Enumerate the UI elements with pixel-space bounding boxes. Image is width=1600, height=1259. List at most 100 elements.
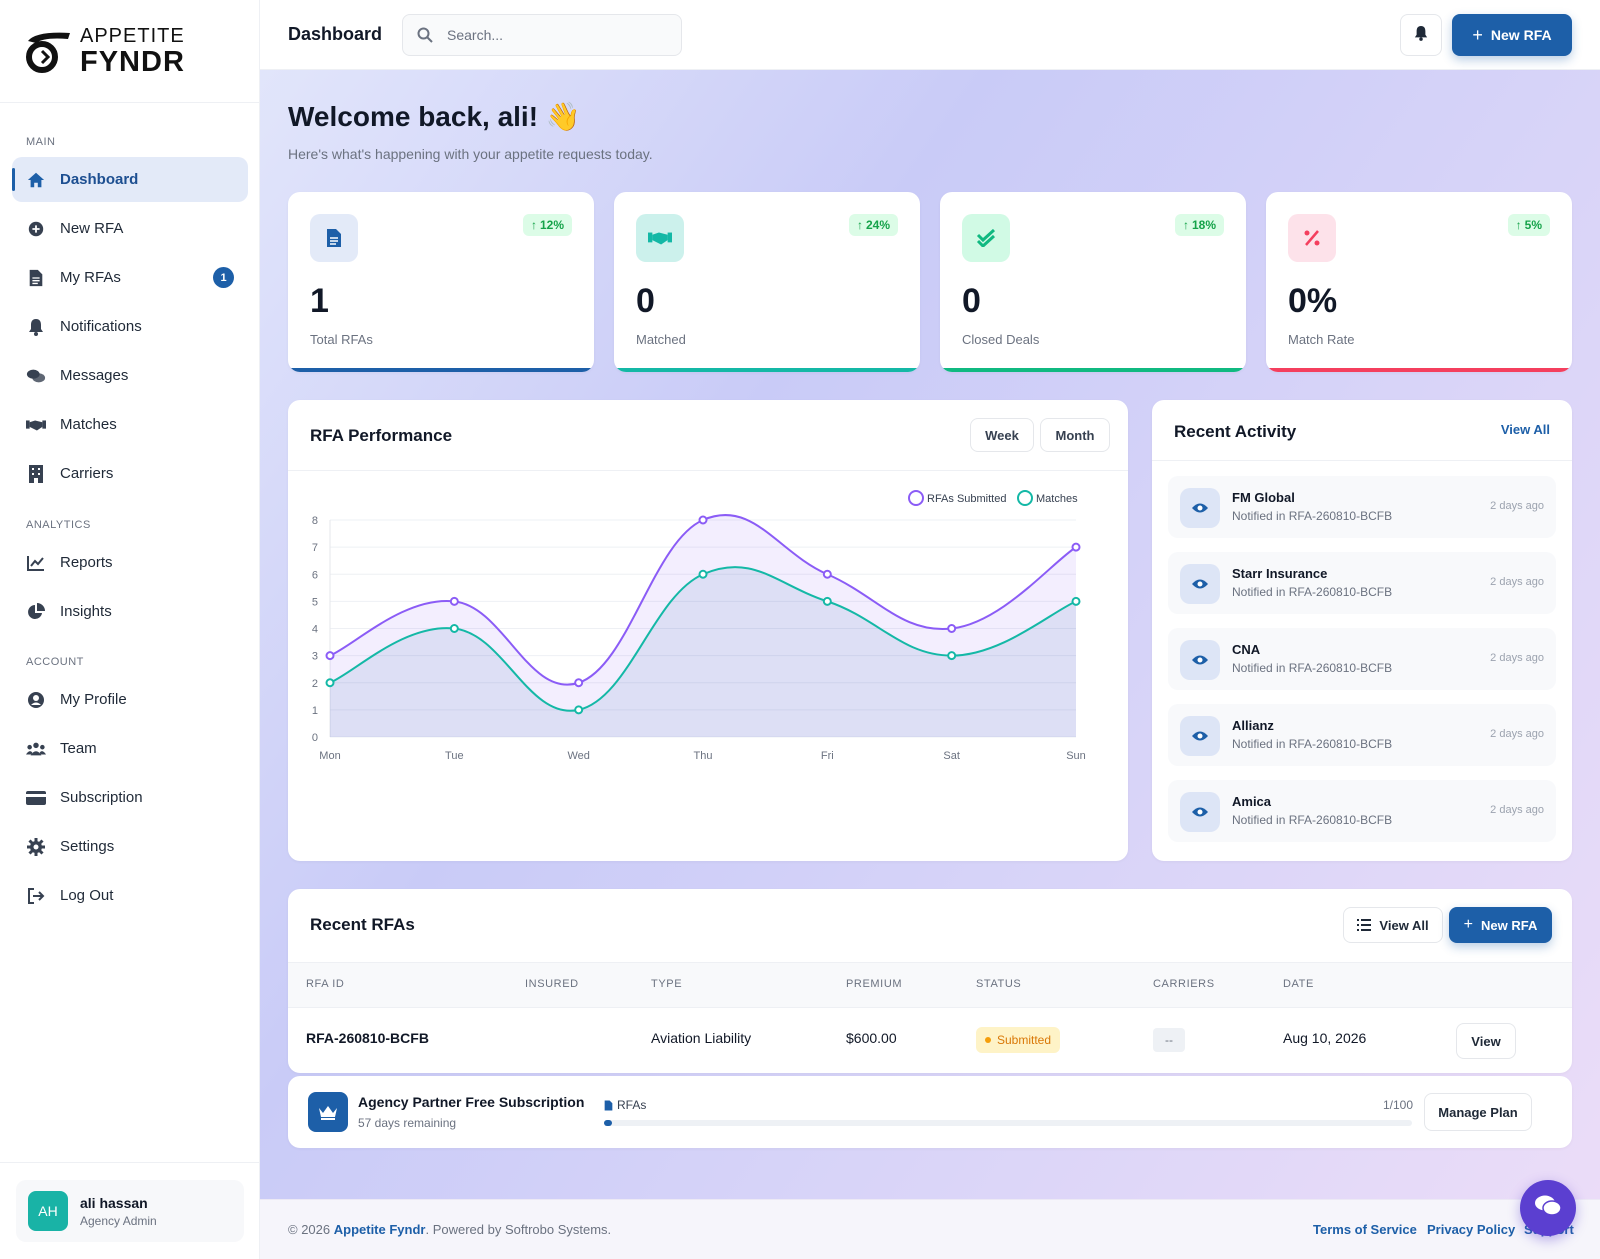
week-toggle-button[interactable]: Week [970,418,1034,452]
stat-card-closed-deals: ↑ 18% 0 Closed Deals [940,192,1246,372]
users-icon [26,739,46,759]
activity-item[interactable]: Amica Notified in RFA-260810-BCFB 2 days… [1168,780,1556,842]
activity-carrier: CNA [1232,642,1261,657]
activity-item[interactable]: Allianz Notified in RFA-260810-BCFB 2 da… [1168,704,1556,766]
legend-marker [1017,490,1033,506]
view-all-activity-link[interactable]: View All [1500,422,1550,437]
data-point [325,678,335,688]
sidebar-item-dashboard[interactable]: Dashboard [12,157,248,202]
logo-mark-icon [22,27,72,75]
activity-item[interactable]: Starr Insurance Notified in RFA-260810-B… [1168,552,1556,614]
view-all-rfas-button[interactable]: View All [1343,907,1443,943]
rfa-count-badge: 1 [213,267,234,288]
sidebar-item-label: Carriers [60,465,114,482]
footer: © 2026 Appetite Fyndr. Powered by Softro… [260,1199,1600,1259]
sidebar-item-label: Matches [60,416,117,433]
trend-badge: ↑ 5% [1507,214,1550,236]
section-analytics: ANALYTICS [26,519,91,531]
sidebar-item-my-profile[interactable]: My Profile [12,677,248,722]
stat-value: 0 [962,282,981,320]
new-rfa-label: New RFA [1481,917,1538,933]
sidebar-item-my-rfas[interactable]: My RFAs 1 [12,255,248,300]
sidebar-item-matches[interactable]: Matches [12,402,248,447]
sidebar-item-reports[interactable]: Reports [12,540,248,585]
divider [288,470,1128,471]
brand-link[interactable]: Appetite Fyndr [333,1222,426,1237]
plus-icon: + [1472,24,1483,45]
file-icon [604,1100,613,1111]
trend-value: 24% [865,218,890,232]
privacy-link[interactable]: Privacy Policy [1427,1222,1516,1237]
handshake-icon [636,214,684,262]
usage-count: 1/100 [1382,1098,1413,1112]
sidebar-item-subscription[interactable]: Subscription [12,775,248,820]
sidebar-item-label: Log Out [60,887,114,904]
activity-item[interactable]: CNA Notified in RFA-260810-BCFB 2 days a… [1168,628,1556,690]
sidebar-item-settings[interactable]: Settings [12,824,248,869]
user-role: Agency Admin [80,1213,157,1228]
eye-icon [1180,488,1220,528]
sidebar-item-log-out[interactable]: Log Out [12,873,248,918]
main-content: Dashboard Search... + New RFA Welcome ba… [260,0,1600,1259]
notifications-button[interactable] [1400,14,1442,56]
sidebar-item-insights[interactable]: Insights [12,589,248,634]
data-point [449,596,459,606]
new-rfa-button[interactable]: + New RFA [1452,14,1572,56]
stat-card-total-rfas: ↑ 12% 1 Total RFAs [288,192,594,372]
carriers-cell: -- [1153,1028,1185,1052]
sidebar-item-label: Insights [60,603,112,620]
search-input[interactable]: Search... [402,14,682,56]
activity-time: 2 days ago [1490,652,1544,664]
chat-button[interactable] [1520,1180,1576,1236]
stat-card-matched: ↑ 24% 0 Matched [614,192,920,372]
document-icon [310,214,358,262]
month-toggle-button[interactable]: Month [1040,418,1110,452]
activity-detail: Notified in RFA-260810-BCFB [1232,585,1393,599]
list-icon [1357,919,1372,931]
sidebar-item-notifications[interactable]: Notifications [12,304,248,349]
activity-carrier: Amica [1232,794,1272,809]
y-tick-label: 4 [312,624,318,636]
y-tick-label: 1 [312,705,318,717]
activity-detail: Notified in RFA-260810-BCFB [1232,661,1393,675]
terms-link[interactable]: Terms of Service [1313,1222,1417,1237]
brand-logo[interactable]: APPETITE FYNDR [0,0,259,103]
y-tick-label: 0 [312,732,318,744]
sidebar-item-carriers[interactable]: Carriers [12,451,248,496]
trend-badge: ↑ 12% [522,214,572,236]
date-cell: Aug 10, 2026 [1283,1030,1367,1046]
copyright: © 2026 Appetite Fyndr. Powered by Softro… [288,1222,611,1237]
sidebar-item-messages[interactable]: Messages [12,353,248,398]
building-icon [26,464,46,484]
welcome-title: Welcome back, ali! 👋 [288,101,581,132]
manage-plan-button[interactable]: Manage Plan [1424,1093,1532,1131]
activity-time: 2 days ago [1490,500,1544,512]
double-check-icon [962,214,1010,262]
sidebar-item-label: Messages [60,367,129,384]
activity-detail: Notified in RFA-260810-BCFB [1232,813,1393,827]
sidebar-item-new-rfa[interactable]: New RFA [12,206,248,251]
column-header: RFA ID [306,978,345,990]
arrow-up-icon: ↑ [1182,218,1189,232]
user-card[interactable]: AH ali hassan Agency Admin [16,1180,244,1242]
column-header: CARRIERS [1153,978,1215,990]
data-point [449,624,459,633]
stat-value: 0 [636,282,655,320]
x-tick-label: Sun [1066,750,1086,762]
activity-carrier: Starr Insurance [1232,566,1328,581]
activity-item[interactable]: FM Global Notified in RFA-260810-BCFB 2 … [1168,476,1556,538]
data-point [1071,542,1081,552]
arrow-up-icon: ↑ [1515,218,1522,232]
data-point [698,515,708,525]
stat-card-match-rate: ↑ 5% 0% Match Rate [1266,192,1572,372]
stat-value: 1 [310,282,329,320]
rfa-id-cell[interactable]: RFA-260810-BCFB [306,1030,429,1046]
rfa-performance-card: RFA Performance Week Month 0 1 2 3 4 5 6 7 8 Mon T… [288,400,1128,861]
file-icon [26,268,46,288]
sidebar-item-team[interactable]: Team [12,726,248,771]
trend-value: 12% [539,218,564,232]
view-rfa-button[interactable]: View [1456,1023,1516,1059]
new-rfa-table-button[interactable]: + New RFA [1449,907,1552,943]
status-badge: Submitted [976,1027,1061,1053]
plus-circle-icon [26,219,46,239]
